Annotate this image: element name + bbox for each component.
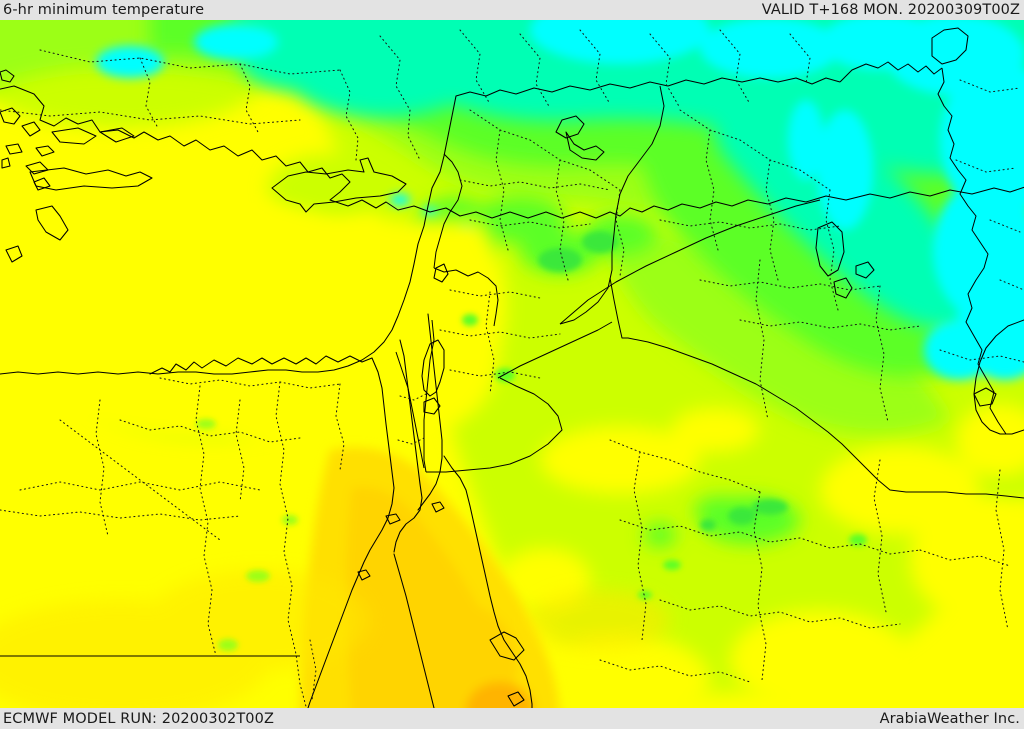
temperature-bands [0,20,1024,708]
valid-time-label: VALID T+168 MON. 20200309T00Z [761,2,1020,18]
geography-overlay [0,28,1024,708]
border-jordan-saudi-south [426,378,562,472]
lake-tharthar [816,222,844,276]
euphrates-lake-bend [566,132,604,160]
border-lebanon-syria [434,154,462,268]
red-sea-west-coastline [394,554,434,708]
border-israel-jordan [424,320,434,472]
gulf-of-aqaba-coastline [418,314,442,510]
lake-urmia [932,28,968,64]
map-canvas[interactable] [0,20,1024,708]
sinai-west-coastline [394,340,422,552]
band-cold [96,20,1024,380]
lake-razzaza [834,278,852,298]
nile-delta-coastline [150,356,372,374]
border-syria-iraq [560,86,664,324]
border-syria-jordan-iraq-junction [560,200,820,324]
lake-assad [556,116,584,138]
provider-credit: ArabiaWeather Inc. [879,710,1020,727]
cyprus-coastline [272,158,406,212]
band-warm-interior [0,570,670,708]
lake-habbaniyah [856,262,874,278]
levant-coastline [0,96,456,374]
crete-coastline [30,168,152,190]
border-jordan-iraq-saudi [610,278,1024,498]
page-title: 6-hr minimum temperature [3,2,205,18]
dead-sea [422,340,444,396]
suez-bay [386,514,400,524]
tiran-island [432,502,444,512]
border-turkey-iraq-iran [840,62,942,82]
header-bar: 6-hr minimum temperature VALID T+168 MON… [0,0,1024,20]
farasan-island [508,692,524,706]
border-turkey-syria [456,78,840,96]
border-jordan-saudi-straight [498,322,612,378]
border-iraq-iran [938,68,1006,434]
band-yellow-pockets [0,200,1024,708]
gulf-of-suez-coastline [306,358,394,708]
sinai-small-bay [358,570,370,580]
kuwait-bay [974,388,996,406]
footer-bar: ECMWF MODEL RUN: 20200302T00Z ArabiaWeat… [0,708,1024,729]
red-sea-east-coastline [444,456,532,708]
mesoscale-cells [196,231,867,651]
border-syria-israel-jordan [434,268,498,326]
turkey-coastline [0,86,1024,218]
sea-of-galilee [434,264,448,282]
temperature-field-svg [0,20,1024,708]
provincial-borders [0,30,1024,708]
dead-sea-south-basin [424,398,440,414]
border-israel-egypt-sinai [396,352,424,468]
jeddah-bay [490,632,524,660]
band-warm-red-sea [300,447,560,708]
model-run-label: ECMWF MODEL RUN: 20200302T00Z [3,710,274,727]
